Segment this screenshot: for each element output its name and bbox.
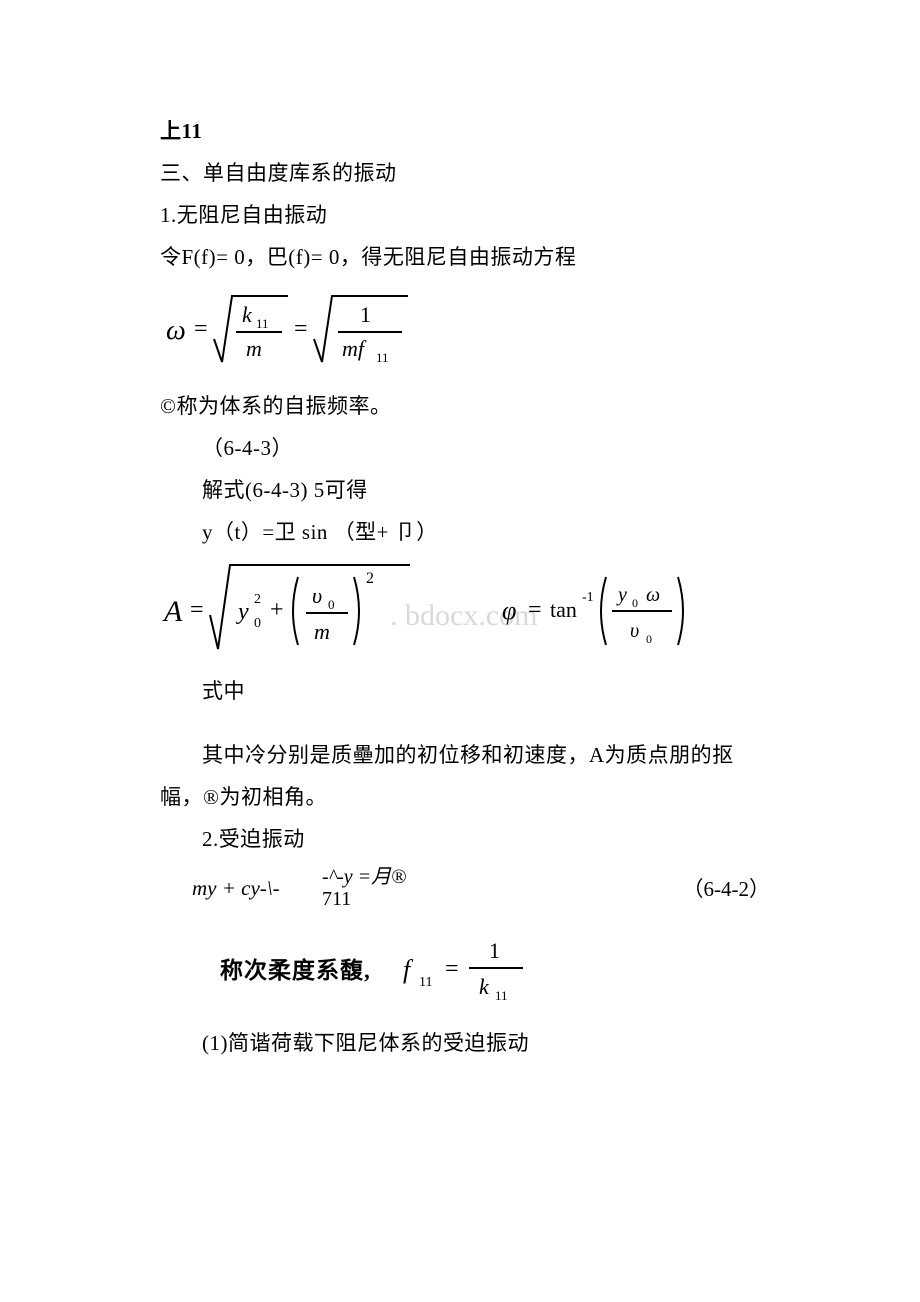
equals-sign: =	[294, 316, 308, 342]
text-line: y（t）=卫 sin （型+ 卩）	[160, 511, 770, 553]
formula-f11-row: 称次柔度系馥, f 11 = 1 k 11	[220, 928, 770, 1008]
one: 1	[360, 302, 371, 327]
text-line: ©称为体系的自振频率。	[160, 385, 770, 427]
k-sub: 11	[256, 316, 269, 331]
text-line: 2.受迫振动	[160, 818, 770, 860]
y0-var: y	[236, 599, 249, 625]
equals-sign: =	[528, 597, 542, 623]
eq-mid-bot: 711	[322, 888, 522, 910]
mf-var: mf	[342, 336, 367, 361]
paren-left	[601, 577, 606, 645]
sq-sup: 2	[254, 592, 261, 607]
omega-var: ω	[646, 584, 660, 606]
eq-left: my + cy-\-	[192, 876, 322, 901]
text-line: (1)简谐荷载下阻尼体系的受迫振动	[160, 1022, 770, 1064]
heading: 上11	[160, 110, 770, 152]
plus-sign: +	[270, 597, 284, 623]
text-line: 令F(f)= 0，巴(f)= 0，得无阻尼自由振动方程	[160, 236, 770, 278]
text-line: 解式(6-4-3) 5可得	[160, 469, 770, 511]
formula-omega: ω = k 11 m = 1 mf 11	[160, 284, 770, 379]
text-line: （6-4-3）	[160, 427, 770, 469]
v0-sub: 0	[328, 597, 335, 612]
text-line: 其中冷分别是质壘加的初位移和初速度，A为质点朋的抠幅，®为初相角。	[160, 734, 770, 818]
f-sub: 11	[419, 975, 432, 990]
equation-number: （6-4-2）	[683, 873, 771, 903]
v0-var: υ	[312, 583, 322, 608]
v0-sub: 0	[646, 632, 652, 646]
equals-sign: =	[194, 316, 208, 342]
text-line: 三、单自由度库系的振动	[160, 152, 770, 194]
eq-mid-top: -^-y =月®	[322, 866, 522, 888]
k-var: k	[479, 974, 490, 999]
k-var: k	[242, 302, 253, 327]
y0-var: y	[616, 584, 627, 606]
formula-row-642: my + cy-\- -^-y =月® 711 （6-4-2）	[192, 866, 770, 910]
paren-right	[678, 577, 683, 645]
y0-sub: 0	[632, 596, 638, 610]
eq-mid: -^-y =月® 711	[322, 866, 522, 910]
document-page: 上11 三、单自由度库系的振动 1.无阻尼自由振动 令F(f)= 0，巴(f)=…	[0, 0, 920, 1302]
phi-var: φ	[502, 596, 516, 625]
y0-sub: 0	[254, 616, 261, 631]
a-var: A	[162, 595, 183, 628]
text-line: 1.无阻尼自由振动	[160, 194, 770, 236]
formula-f11: f 11 = 1 k 11	[397, 928, 547, 1008]
paren-right	[354, 577, 359, 645]
paren-left	[293, 577, 298, 645]
equals-sign: =	[445, 956, 459, 982]
m-var: m	[314, 619, 330, 644]
tan-text: tan	[550, 597, 577, 622]
spacer	[160, 712, 770, 734]
f11-label: 称次柔度系馥,	[220, 951, 371, 985]
equals-sign: =	[190, 597, 204, 623]
sq-sup: 2	[366, 570, 374, 587]
omega-symbol: ω	[166, 315, 186, 346]
neg1-sup: -1	[582, 590, 594, 605]
formula-a-phi: A = y 0 2 + υ 0 m 2 . bdocx.com φ = tan …	[160, 559, 770, 664]
f-var: f	[403, 955, 414, 984]
v0-var: υ	[630, 620, 639, 642]
text-line: 式中	[160, 670, 770, 712]
one: 1	[489, 938, 500, 963]
m-var: m	[246, 336, 262, 361]
k-sub: 11	[495, 988, 508, 1003]
mf-sub: 11	[376, 350, 389, 365]
